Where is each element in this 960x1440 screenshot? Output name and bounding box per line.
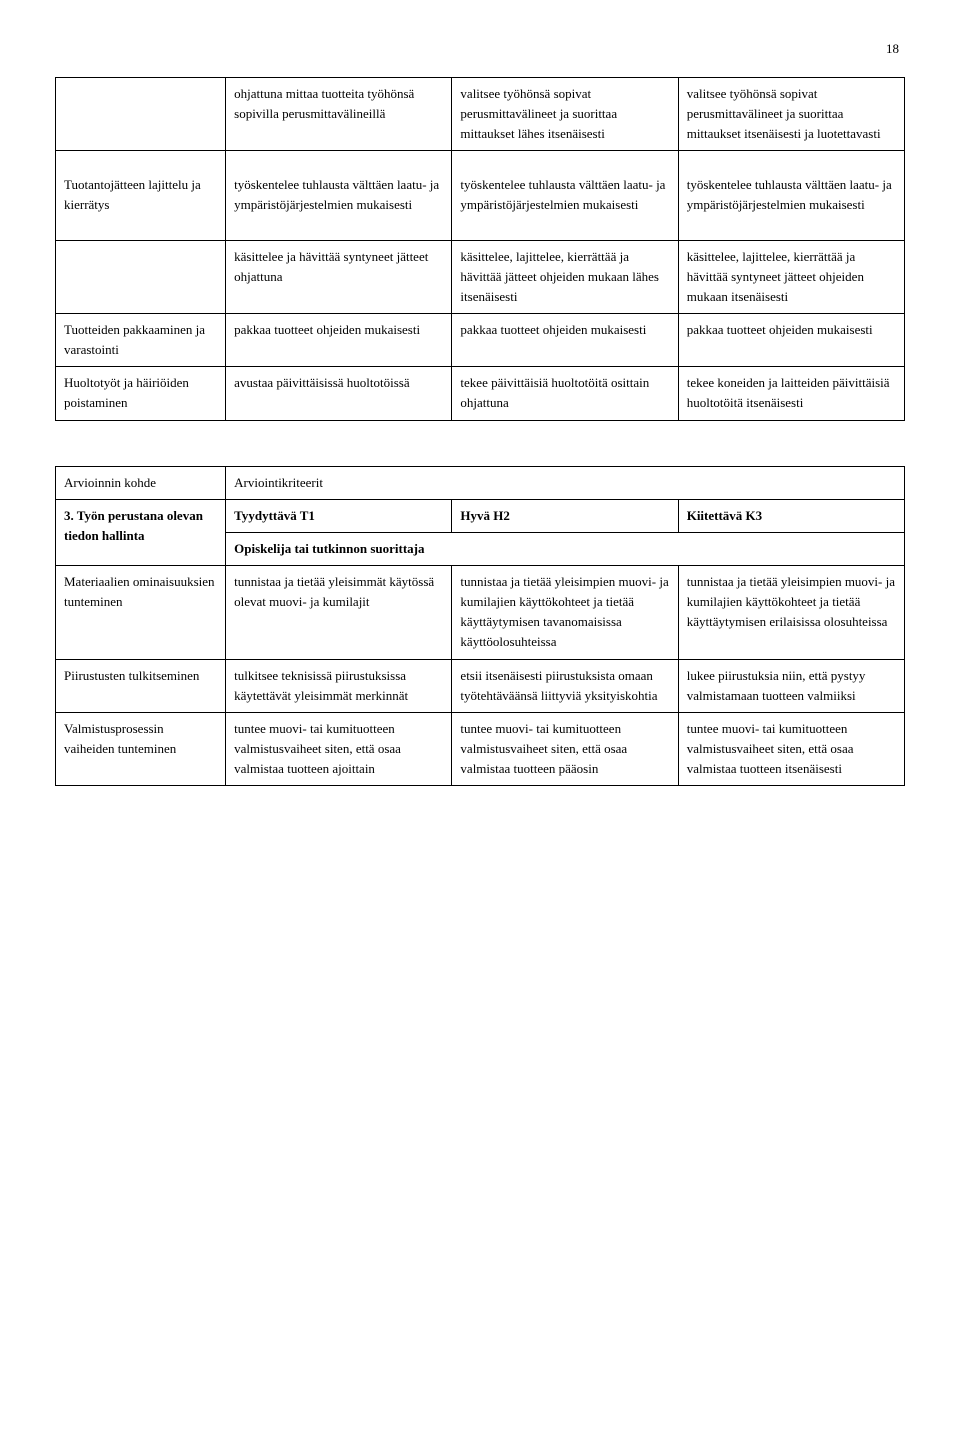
cell-header: Tyydyttävä T1 xyxy=(226,499,452,532)
cell-label xyxy=(56,77,226,150)
cell: tulkitsee teknisissä piirustuksissa käyt… xyxy=(226,659,452,712)
cell: tunnistaa ja tietää yleisimpien muovi- j… xyxy=(678,565,904,659)
cell: etsii itsenäisesti piirustuksista omaan … xyxy=(452,659,678,712)
cell-header: Arvioinnin kohde xyxy=(56,466,226,499)
table-1: ohjattuna mittaa tuotteita työhönsä sopi… xyxy=(55,77,905,421)
cell-label: Tuotteiden pakkaaminen ja varastointi xyxy=(56,313,226,366)
table-row: Piirustusten tulkitseminen tulkitsee tek… xyxy=(56,659,905,712)
cell: ohjattuna mittaa tuotteita työhönsä sopi… xyxy=(226,77,452,150)
table-row: Materiaalien ominaisuuksien tunteminen t… xyxy=(56,565,905,659)
table-row: 3. Työn perustana olevan tiedon hallinta… xyxy=(56,499,905,532)
cell-header: Hyvä H2 xyxy=(452,499,678,532)
cell-label: Piirustusten tulkitseminen xyxy=(56,659,226,712)
cell: käsittelee, lajittelee, kierrättää ja hä… xyxy=(452,240,678,313)
table-row: Valmistusprosessin vaiheiden tunteminen … xyxy=(56,712,905,785)
table-row: Tuotantojätteen lajittelu ja kierrätys t… xyxy=(56,151,905,240)
cell: tuntee muovi- tai kumituotteen valmistus… xyxy=(678,712,904,785)
cell: pakkaa tuotteet ohjeiden mukaisesti xyxy=(452,313,678,366)
table-row: käsittelee ja hävittää syntyneet jätteet… xyxy=(56,240,905,313)
cell: työskentelee tuhlausta välttäen laatu- j… xyxy=(452,151,678,240)
cell: pakkaa tuotteet ohjeiden mukaisesti xyxy=(226,313,452,366)
table-row: ohjattuna mittaa tuotteita työhönsä sopi… xyxy=(56,77,905,150)
cell: valitsee työhönsä sopivat perusmittaväli… xyxy=(452,77,678,150)
cell-label xyxy=(56,240,226,313)
cell: lukee piirustuksia niin, että pystyy val… xyxy=(678,659,904,712)
cell: tuntee muovi- tai kumituotteen valmistus… xyxy=(452,712,678,785)
cell: käsittelee, lajittelee, kierrättää ja hä… xyxy=(678,240,904,313)
cell: käsittelee ja hävittää syntyneet jätteet… xyxy=(226,240,452,313)
table-row: Tuotteiden pakkaaminen ja varastointi pa… xyxy=(56,313,905,366)
cell-header: Kiitettävä K3 xyxy=(678,499,904,532)
cell: tuntee muovi- tai kumituotteen valmistus… xyxy=(226,712,452,785)
cell: työskentelee tuhlausta välttäen laatu- j… xyxy=(678,151,904,240)
cell: valitsee työhönsä sopivat perusmittaväli… xyxy=(678,77,904,150)
cell: tunnistaa ja tietää yleisimpien muovi- j… xyxy=(452,565,678,659)
cell: tekee koneiden ja laitteiden päivittäisi… xyxy=(678,367,904,420)
table-row: Huoltotyöt ja häiriöiden poistaminen avu… xyxy=(56,367,905,420)
cell: tunnistaa ja tietää yleisimmät käytössä … xyxy=(226,565,452,659)
cell-label: Valmistusprosessin vaiheiden tunteminen xyxy=(56,712,226,785)
cell-label: Tuotantojätteen lajittelu ja kierrätys xyxy=(56,151,226,240)
cell: pakkaa tuotteet ohjeiden mukaisesti xyxy=(678,313,904,366)
cell: avustaa päivittäisissä huoltotöissä xyxy=(226,367,452,420)
cell-label: Huoltotyöt ja häiriöiden poistaminen xyxy=(56,367,226,420)
cell-header: Arviointikriteerit xyxy=(226,466,905,499)
table-2: Arvioinnin kohde Arviointikriteerit 3. T… xyxy=(55,466,905,787)
cell-label: 3. Työn perustana olevan tiedon hallinta xyxy=(56,499,226,565)
page-number: 18 xyxy=(55,40,905,59)
cell-subheader: Opiskelija tai tutkinnon suorittaja xyxy=(226,532,905,565)
cell: työskentelee tuhlausta välttäen laatu- j… xyxy=(226,151,452,240)
cell-label: Materiaalien ominaisuuksien tunteminen xyxy=(56,565,226,659)
cell: tekee päivittäisiä huoltotöitä osittain … xyxy=(452,367,678,420)
table-row: Arvioinnin kohde Arviointikriteerit xyxy=(56,466,905,499)
